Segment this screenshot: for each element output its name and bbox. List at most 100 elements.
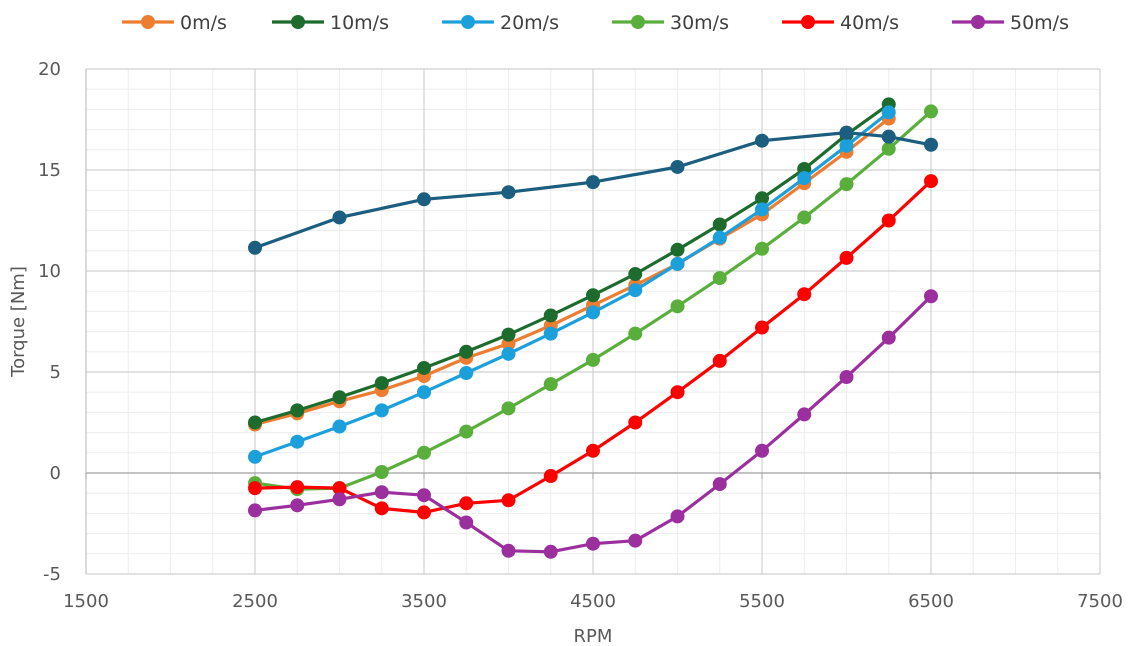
legend-item-30m-s[interactable]: 30m/s <box>612 12 729 34</box>
data-point <box>586 536 600 551</box>
data-point <box>501 346 516 361</box>
y-tick-label: 20 <box>38 59 61 80</box>
y-tick-label: 10 <box>38 261 61 282</box>
data-point <box>628 415 643 430</box>
legend-label: 10m/s <box>330 12 389 34</box>
legend-swatch-marker <box>461 15 475 29</box>
data-point <box>839 125 854 140</box>
legend-item-0m-s[interactable]: 0m/s <box>122 12 227 34</box>
series-line <box>254 117 890 427</box>
axes: 1500 2500 3500 4500 5500 6500 7500 -5 0 5 10 15 20 <box>38 59 1123 612</box>
data-point <box>881 105 896 120</box>
data-point <box>290 498 305 513</box>
y-axis-title: Torque [Nm] <box>8 266 29 378</box>
data-point <box>670 385 685 400</box>
data-point <box>417 505 431 520</box>
series-line <box>254 131 932 250</box>
data-point <box>881 330 896 345</box>
legend-item-50m-s[interactable]: 50m/s <box>952 12 1069 34</box>
data-point <box>459 424 474 439</box>
series-line <box>254 102 890 425</box>
data-point <box>290 403 305 418</box>
data-point <box>755 241 769 256</box>
data-point <box>924 137 938 152</box>
data-point <box>839 177 854 192</box>
data-point <box>543 469 558 484</box>
data-point <box>543 326 558 341</box>
legend-label: 0m/s <box>180 12 227 34</box>
data-point <box>924 174 938 189</box>
data-point <box>586 443 600 458</box>
x-tick-label: 2500 <box>232 591 278 612</box>
data-point <box>839 370 854 385</box>
legend-swatch-marker <box>971 15 985 29</box>
legend-label: 30m/s <box>670 12 729 34</box>
data-point <box>374 485 389 500</box>
data-point <box>459 496 474 511</box>
data-point <box>586 288 600 303</box>
data-point <box>417 360 431 375</box>
series-20m-s <box>248 105 896 464</box>
data-point <box>881 213 896 228</box>
data-point <box>712 271 727 286</box>
data-point <box>670 242 685 257</box>
legend-swatch-marker <box>291 15 305 29</box>
data-point <box>248 415 262 430</box>
series-unlabeled-6 <box>248 125 938 255</box>
data-point <box>755 202 769 217</box>
legend-item-40m-s[interactable]: 40m/s <box>782 12 899 34</box>
data-point <box>501 401 516 416</box>
legend-item-20m-s[interactable]: 20m/s <box>442 12 559 34</box>
x-tick-label: 6500 <box>908 591 954 612</box>
x-tick-label: 1500 <box>63 591 109 612</box>
data-point <box>797 210 812 225</box>
data-point <box>374 464 389 479</box>
legend-label: 40m/s <box>840 12 899 34</box>
data-point <box>374 403 389 418</box>
legend-item-10m-s[interactable]: 10m/s <box>272 12 389 34</box>
data-point <box>712 230 727 245</box>
legend-swatch-marker <box>801 15 815 29</box>
data-point <box>332 492 347 507</box>
data-point <box>839 138 854 153</box>
data-point <box>628 533 643 548</box>
data-point <box>248 449 262 464</box>
data-point <box>332 210 347 225</box>
data-point <box>755 443 769 458</box>
data-point <box>417 488 431 503</box>
data-point <box>543 544 558 559</box>
x-tick-label: 7500 <box>1077 591 1123 612</box>
data-point <box>459 344 474 359</box>
data-point <box>543 377 558 392</box>
data-point <box>712 353 727 368</box>
data-point <box>459 366 474 381</box>
series <box>248 97 938 559</box>
data-point <box>797 171 812 186</box>
y-tick-label: -5 <box>43 564 61 585</box>
data-point <box>628 283 643 298</box>
series-10m-s <box>248 97 896 430</box>
series-line <box>254 111 890 459</box>
data-point <box>248 503 262 518</box>
legend[interactable]: 0m/s 10m/s 20m/s 30m/s 40m/s 50m/s <box>122 12 1069 34</box>
data-point <box>248 240 262 255</box>
data-point <box>924 289 938 304</box>
data-point <box>881 129 896 144</box>
x-tick-label: 3500 <box>401 591 447 612</box>
data-point <box>670 299 685 314</box>
data-point <box>839 250 854 265</box>
data-point <box>755 320 769 335</box>
data-point <box>628 267 643 282</box>
data-point <box>755 133 769 148</box>
data-point <box>332 481 347 496</box>
data-point <box>586 175 600 190</box>
data-point <box>374 501 389 516</box>
data-point <box>374 376 389 391</box>
legend-swatch-marker <box>631 15 645 29</box>
x-axis-title: RPM <box>574 626 613 646</box>
data-point <box>755 191 769 206</box>
data-point <box>924 104 938 119</box>
x-tick-label: 5500 <box>739 591 785 612</box>
